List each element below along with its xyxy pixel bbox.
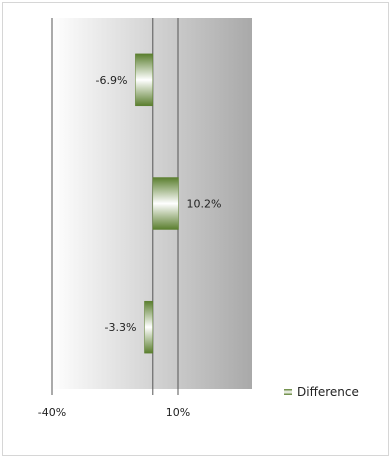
data-label-1: 10.2% xyxy=(187,198,222,211)
tick-layer: -40% 10% xyxy=(38,406,190,419)
data-label-0: -6.9% xyxy=(95,74,127,87)
legend: Difference xyxy=(284,385,359,399)
x-tick-label-1: 10% xyxy=(166,406,190,419)
label-layer: -6.9% 10.2% -3.3% xyxy=(95,74,221,334)
bar-layer xyxy=(135,53,179,354)
bar-0 xyxy=(135,53,154,107)
x-tick-label-0: -40% xyxy=(38,406,66,419)
legend-label: Difference xyxy=(297,385,359,399)
legend-swatch xyxy=(284,389,292,395)
bar-1 xyxy=(152,177,179,230)
data-label-2: -3.3% xyxy=(105,321,137,334)
bar-2 xyxy=(144,300,154,354)
